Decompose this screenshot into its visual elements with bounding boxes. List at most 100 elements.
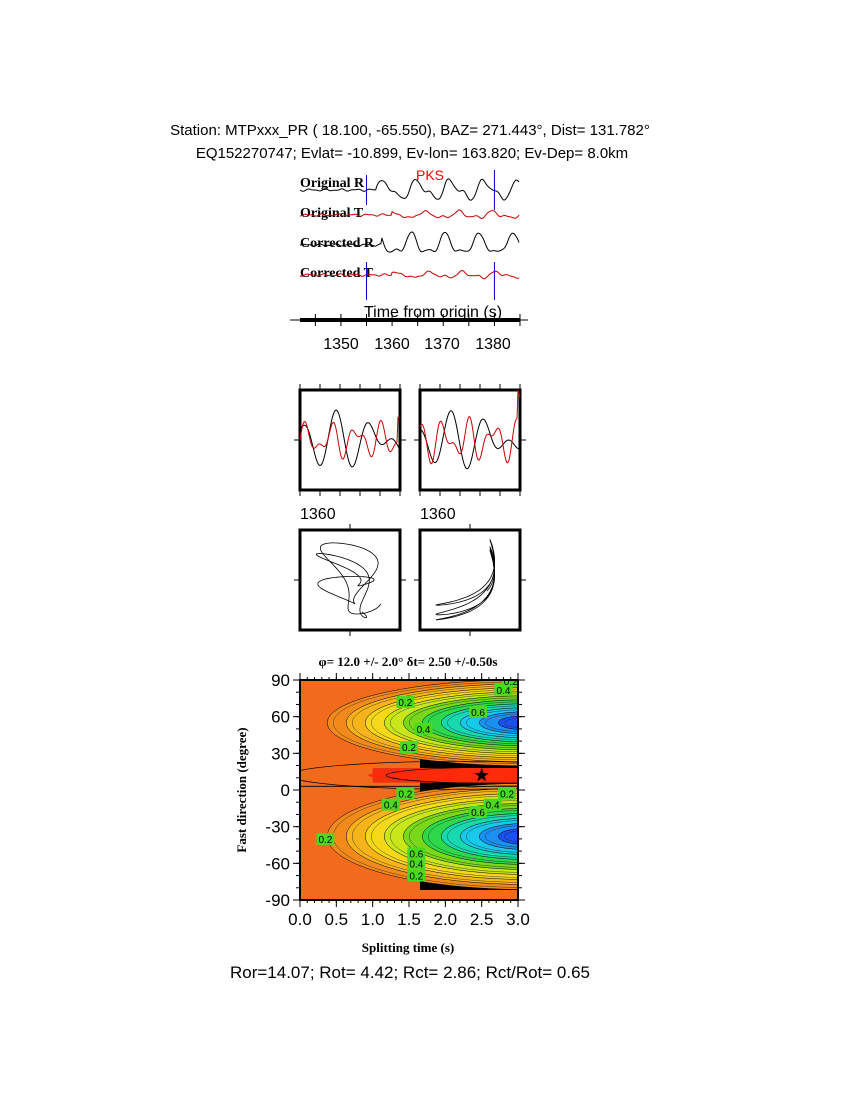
particle-motion-box bbox=[418, 528, 522, 632]
contour-label-bg bbox=[396, 787, 415, 800]
particle-motion-panels bbox=[294, 524, 526, 636]
upper-lobe-contour-line bbox=[466, 709, 518, 736]
trace-0 bbox=[299, 178, 520, 201]
lower-lobe-contour-line bbox=[504, 830, 518, 843]
upper-lobe-contour-line bbox=[333, 681, 518, 764]
contour-line bbox=[385, 766, 518, 784]
contour-label-bg bbox=[498, 787, 517, 800]
contour-label-bg bbox=[414, 722, 433, 735]
x-tick-1380: 1380 bbox=[475, 336, 511, 353]
contour-label: 0.2 bbox=[398, 698, 412, 709]
x-axis-label: Time from origin (s) bbox=[364, 304, 502, 321]
upper-lobe-contour-line bbox=[352, 685, 518, 760]
lower-lobe-contour-line bbox=[485, 825, 518, 848]
lower-lobe-contour-line bbox=[466, 820, 518, 853]
x-tick-1360: 1360 bbox=[374, 336, 410, 353]
x-tick-label: 3.0 bbox=[506, 910, 530, 929]
y-tick-label: 90 bbox=[271, 671, 290, 690]
windowed-radial-trace bbox=[299, 409, 401, 468]
windowed-transverse-trace bbox=[299, 416, 401, 460]
upper-lobe-contour-line bbox=[390, 693, 518, 752]
grid-x-label: Splitting time (s) bbox=[362, 940, 454, 955]
y-tick-label: 60 bbox=[271, 708, 290, 727]
x-tick-label: 2.5 bbox=[470, 910, 494, 929]
upper-lobe-contour bbox=[479, 711, 518, 734]
x-tick-label: 0.5 bbox=[325, 910, 349, 929]
grid-y-label: Fast direction (degree) bbox=[234, 727, 249, 852]
y-tick-label: -90 bbox=[265, 891, 290, 910]
contour-label-bg bbox=[469, 705, 488, 718]
contour-label: 0.4 bbox=[497, 686, 511, 697]
x-tick-label: 2.0 bbox=[434, 910, 458, 929]
best-fit-star-icon bbox=[474, 767, 489, 782]
upper-lobe-contour-line bbox=[447, 705, 518, 740]
lower-lobe-contour-line bbox=[352, 790, 518, 883]
x-tick-label: 0.0 bbox=[288, 910, 312, 929]
contour-label-bg bbox=[400, 741, 418, 754]
windowed-radial-trace bbox=[419, 410, 521, 470]
trace-label-original-r: Original R bbox=[300, 176, 365, 191]
window-tick-left: 1360 bbox=[300, 506, 336, 523]
phase-label: PKS bbox=[416, 167, 444, 183]
contour-label-bg bbox=[407, 869, 426, 882]
contour-line bbox=[300, 760, 518, 790]
x-tick-1350: 1350 bbox=[323, 336, 359, 353]
contour-label: 0.6 bbox=[471, 808, 485, 819]
contour-label: 0.6 bbox=[471, 708, 485, 719]
upper-lobe-contour-line bbox=[485, 713, 518, 732]
contour-label: 0.4 bbox=[384, 801, 398, 812]
contour-label-bg bbox=[501, 680, 518, 688]
trace-1 bbox=[299, 209, 520, 220]
contour-label-bg bbox=[381, 798, 400, 811]
contour-label-bg bbox=[483, 798, 502, 811]
contour-label: 0.2 bbox=[318, 835, 332, 846]
y-tick-label: -30 bbox=[265, 818, 290, 837]
upper-lobe-contour-line bbox=[504, 717, 518, 728]
contour-label-bg bbox=[407, 847, 426, 860]
lower-lobe-contour-line bbox=[428, 810, 518, 863]
windowed-transverse-trace bbox=[419, 389, 521, 465]
lower-lobe-contour-line bbox=[447, 815, 518, 858]
trace-label-original-t: Original T bbox=[300, 206, 364, 221]
window-box bbox=[418, 388, 522, 492]
trace-3 bbox=[299, 269, 520, 280]
upper-lobe-contour-line bbox=[371, 689, 518, 756]
particle-motion-trace bbox=[315, 542, 381, 619]
event-header: EQ152270747; Evlat= -10.899, Ev-lon= 163… bbox=[196, 145, 628, 162]
contour-label: 0.2 bbox=[504, 677, 518, 688]
contour-label: 0.4 bbox=[409, 859, 423, 870]
waveform-panel: PKS Original R Original T Corrected R Co… bbox=[290, 167, 528, 353]
contour-label-bg bbox=[396, 696, 415, 708]
trace-label-corrected-t: Corrected T bbox=[300, 266, 374, 281]
window-tick-right: 1360 bbox=[420, 506, 456, 523]
y-tick-label: 30 bbox=[271, 744, 290, 763]
contour-label: 0.2 bbox=[500, 790, 514, 801]
window-box bbox=[298, 388, 402, 492]
grid-title: φ= 12.0 +/- 2.0° δt= 2.50 +/-0.50s bbox=[319, 654, 498, 669]
contour-label: 0.2 bbox=[402, 743, 416, 754]
upper-lobe-contour bbox=[498, 715, 518, 730]
y-tick-label: 0 bbox=[281, 781, 290, 800]
lower-lobe-contour-line bbox=[371, 795, 518, 878]
station-header: Station: MTPxxx_PR ( 18.100, -65.550), B… bbox=[170, 122, 650, 139]
lower-lobe-contour bbox=[498, 828, 518, 845]
contour-label-bg bbox=[407, 857, 426, 870]
contour-label: 0.2 bbox=[409, 872, 423, 883]
y-tick-label: -60 bbox=[265, 854, 290, 873]
contour-label: 0.4 bbox=[417, 725, 431, 736]
trace-2 bbox=[299, 231, 520, 253]
particle-motion-trace bbox=[435, 538, 496, 621]
contour-label: 0.2 bbox=[398, 790, 412, 801]
upper-lobe-contour-line bbox=[428, 701, 518, 744]
x-tick-label: 1.5 bbox=[397, 910, 421, 929]
upper-lobe-contour-line bbox=[409, 697, 518, 748]
windowed-waveform-panels: 1360 1360 bbox=[294, 384, 526, 523]
contour-label-bg bbox=[469, 806, 488, 818]
lower-lobe-contour-line bbox=[390, 800, 518, 873]
splitting-stats: Ror=14.07; Rot= 4.42; Rct= 2.86; Rct/Rot… bbox=[230, 963, 590, 982]
lower-lobe-contour-line bbox=[409, 805, 518, 868]
contour-label: 0.4 bbox=[486, 801, 500, 812]
x-tick-1370: 1370 bbox=[424, 336, 460, 353]
x-tick-label: 1.0 bbox=[361, 910, 385, 929]
